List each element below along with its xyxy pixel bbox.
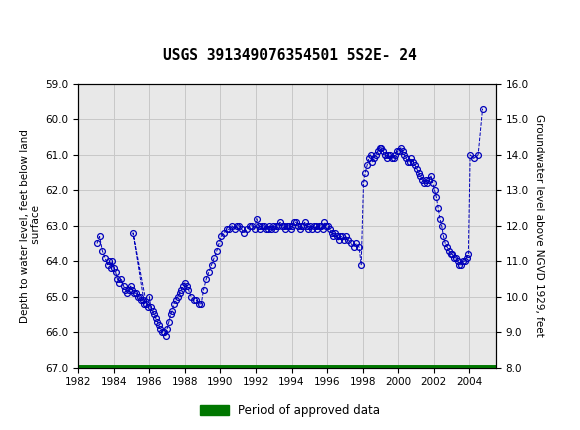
Legend: Period of approved data: Period of approved data bbox=[195, 399, 385, 422]
Y-axis label: Groundwater level above NGVD 1929, feet: Groundwater level above NGVD 1929, feet bbox=[534, 114, 544, 337]
Y-axis label: Depth to water level, feet below land
 surface: Depth to water level, feet below land su… bbox=[20, 129, 41, 322]
Text: ≡: ≡ bbox=[7, 11, 30, 39]
Text: USGS: USGS bbox=[32, 15, 100, 35]
Text: USGS 391349076354501 5S2E- 24: USGS 391349076354501 5S2E- 24 bbox=[163, 48, 417, 62]
